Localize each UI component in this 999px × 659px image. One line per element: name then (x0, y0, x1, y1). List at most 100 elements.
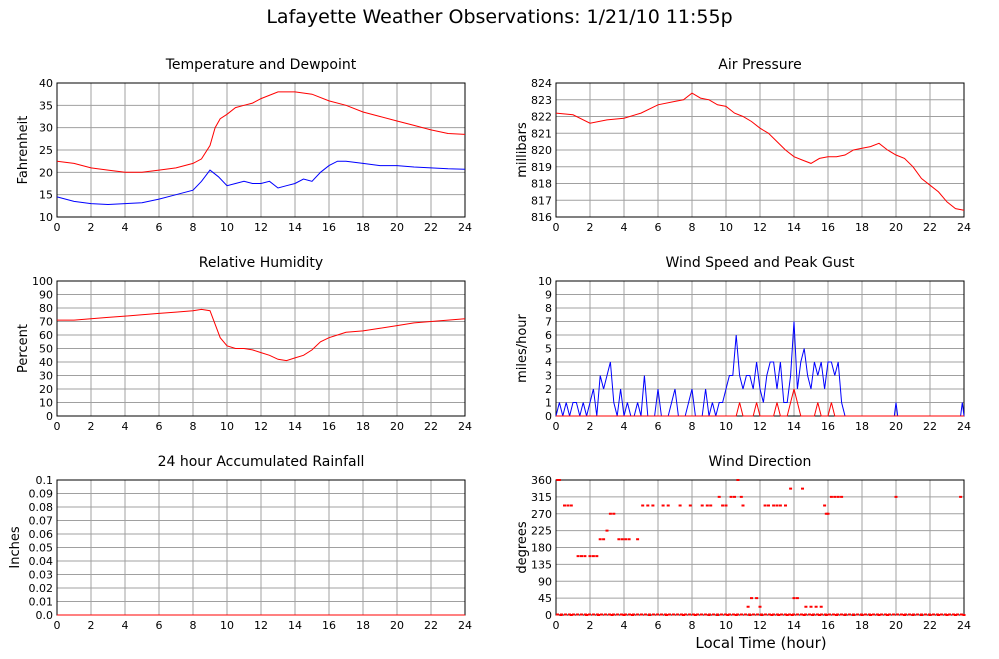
direction-point (792, 597, 796, 600)
y-tick-label: 824 (531, 77, 552, 90)
x-tick-label: 24 (957, 221, 971, 234)
x-tick-label: 4 (122, 221, 129, 234)
y-tick-label: 35 (39, 99, 53, 112)
direction-point (682, 614, 685, 616)
x-axis-label: Local Time (hour) (695, 634, 827, 652)
x-tick-label: 10 (220, 420, 234, 433)
y-tick-label: 90 (39, 289, 53, 302)
direction-point (959, 495, 963, 498)
y-axis-label: degrees (515, 521, 530, 574)
direction-point (605, 529, 609, 532)
y-tick-label: 0.06 (29, 528, 54, 541)
y-tick-label: 1 (545, 397, 552, 410)
direction-point (598, 538, 602, 541)
x-tick-label: 2 (587, 221, 594, 234)
series-line (57, 308, 466, 362)
direction-point (826, 512, 830, 515)
x-tick-label: 8 (190, 619, 197, 632)
x-tick-label: 4 (621, 221, 628, 234)
direction-point (566, 504, 570, 507)
direction-point (746, 605, 750, 608)
direction-point (809, 605, 813, 608)
y-tick-label: 9 (545, 289, 552, 302)
x-tick-label: 24 (957, 619, 971, 632)
direction-point (840, 495, 844, 498)
y-tick-label: 818 (531, 178, 552, 191)
x-tick-label: 10 (719, 420, 733, 433)
y-tick-label: 30 (39, 370, 53, 383)
plot-frame (56, 82, 466, 218)
x-tick-label: 18 (356, 619, 370, 632)
x-tick-label: 8 (689, 221, 696, 234)
x-tick-label: 2 (88, 619, 95, 632)
y-tick-label: 10 (538, 275, 552, 288)
x-tick-label: 20 (390, 420, 404, 433)
direction-point (785, 614, 789, 616)
series-line (556, 388, 964, 417)
direction-point (726, 614, 730, 616)
direction-point (804, 605, 808, 608)
direction-point (602, 538, 606, 541)
direction-point (709, 504, 713, 507)
direction-point (705, 504, 709, 507)
direction-point (823, 504, 827, 507)
direction-point (627, 538, 631, 541)
y-tick-label: 25 (39, 144, 53, 157)
x-tick-label: 14 (787, 420, 801, 433)
y-tick-label: 10 (39, 211, 53, 224)
chart-title: Wind Speed and Peak Gust (666, 255, 855, 271)
x-tick-label: 8 (190, 420, 197, 433)
direction-point (829, 495, 833, 498)
y-axis-label: Inches (8, 526, 23, 568)
direction-point (824, 512, 828, 515)
x-tick-label: 2 (88, 420, 95, 433)
y-tick-label: 822 (531, 111, 552, 124)
x-tick-label: 14 (288, 420, 302, 433)
x-tick-label: 6 (156, 420, 163, 433)
x-tick-label: 4 (122, 420, 129, 433)
chart-title: Air Pressure (718, 57, 801, 73)
x-tick-label: 6 (156, 221, 163, 234)
y-tick-label: 315 (531, 491, 552, 504)
y-tick-label: 823 (531, 94, 552, 107)
direction-point (583, 555, 587, 558)
direction-point (758, 605, 762, 608)
y-tick-label: 40 (39, 356, 53, 369)
direction-point (814, 605, 818, 608)
y-tick-label: 0.04 (29, 555, 54, 568)
y-axis-label: Percent (16, 324, 31, 373)
x-tick-label: 16 (821, 221, 835, 234)
x-tick-label: 14 (288, 619, 302, 632)
chart-title: Wind Direction (709, 454, 812, 470)
x-tick-label: 0 (54, 221, 61, 234)
x-tick-label: 6 (655, 420, 662, 433)
x-tick-label: 18 (356, 221, 370, 234)
direction-point (557, 479, 561, 481)
direction-point (724, 504, 728, 507)
x-tick-label: 2 (587, 420, 594, 433)
x-tick-label: 18 (855, 420, 869, 433)
series-line (56, 160, 466, 206)
direction-point (729, 495, 733, 498)
direction-point (608, 512, 612, 515)
x-tick-label: 0 (553, 420, 560, 433)
direction-point (688, 504, 692, 507)
direction-point (954, 614, 957, 616)
y-tick-label: 0.0 (36, 609, 54, 622)
y-tick-label: 0.02 (29, 582, 54, 595)
direction-point (617, 538, 621, 541)
direction-point (795, 597, 799, 600)
y-tick-label: 816 (531, 211, 552, 224)
x-tick-label: 16 (821, 420, 835, 433)
x-tick-label: 18 (855, 221, 869, 234)
direction-point (693, 614, 697, 616)
y-tick-label: 15 (39, 189, 53, 202)
x-tick-label: 16 (322, 221, 336, 234)
y-tick-label: 7 (545, 316, 552, 329)
y-tick-label: 3 (545, 370, 552, 383)
y-tick-label: 20 (39, 383, 53, 396)
y-axis-label: Fahrenheit (16, 116, 31, 185)
y-tick-label: 135 (531, 558, 552, 571)
x-tick-label: 12 (753, 221, 767, 234)
direction-point (775, 504, 779, 507)
